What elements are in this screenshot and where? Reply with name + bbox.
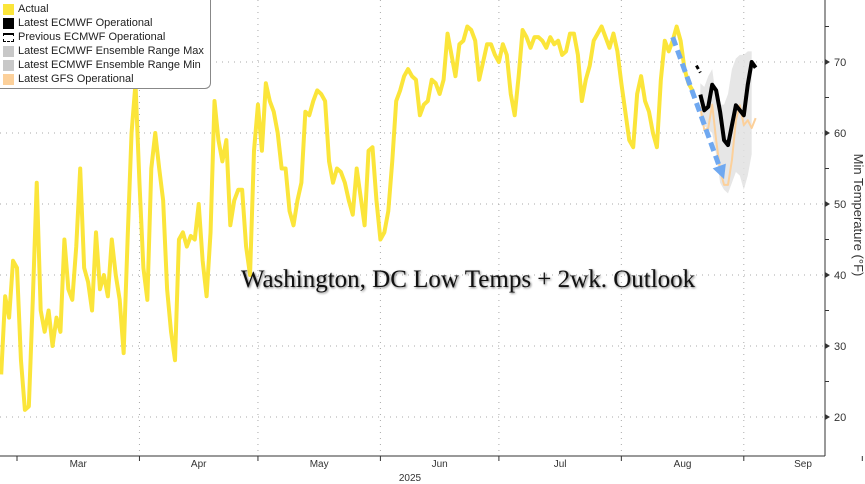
- legend-swatch: [3, 3, 14, 15]
- x-tick-label: Jul: [554, 459, 567, 470]
- series-previous-ecmwf: [695, 64, 702, 74]
- chart-title: Washington, DC Low Temps + 2wk. Outlook: [240, 266, 696, 293]
- legend-swatch: [3, 59, 14, 71]
- series-lines: [0, 24, 758, 412]
- y-tick-label: 50: [834, 199, 846, 211]
- legend-swatch: [3, 45, 14, 57]
- x-tick-label: Apr: [191, 459, 207, 470]
- y-axis-label: Min Temperature (°F): [851, 153, 865, 277]
- legend-swatch: [3, 17, 14, 29]
- legend-item-gfs: Latest GFS Operational: [3, 72, 204, 86]
- y-tick: [825, 130, 830, 136]
- x-tick-label: Sep: [794, 459, 812, 470]
- x-tick-label: May: [310, 459, 329, 470]
- y-tick: [825, 414, 830, 420]
- y-tick: [825, 201, 830, 207]
- x-tick-label: Jun: [432, 459, 448, 470]
- legend-item-latest-ecmwf: Latest ECMWF Operational: [3, 16, 204, 30]
- x-tick-label: Mar: [70, 459, 88, 470]
- series-actual: [0, 24, 695, 412]
- y-tick-label: 70: [834, 57, 846, 69]
- y-tick: [825, 343, 830, 349]
- y-tick-label: 60: [834, 128, 846, 140]
- x-axis-year-label: 2025: [399, 473, 422, 484]
- legend-swatch: [3, 73, 14, 85]
- y-tick-label: 40: [834, 270, 846, 282]
- trend-arrow-shaft: [670, 36, 724, 172]
- series-gfs: [699, 103, 757, 186]
- legend: Actual Latest ECMWF Operational Previous…: [0, 0, 211, 89]
- y-tick: [825, 59, 830, 65]
- y-tick-label: 20: [834, 412, 846, 424]
- series-latest-ecmwf: [698, 60, 758, 148]
- trend-arrow-head: [712, 163, 726, 180]
- legend-swatch: [3, 32, 14, 42]
- legend-item-ens-min: Latest ECMWF Ensemble Range Min: [3, 58, 204, 72]
- x-tick-label: Aug: [674, 459, 692, 470]
- legend-item-ens-max: Latest ECMWF Ensemble Range Max: [3, 44, 204, 58]
- legend-item-previous-ecmwf: Previous ECMWF Operational: [3, 30, 204, 44]
- y-tick-label: 30: [834, 341, 846, 353]
- y-tick: [825, 272, 830, 278]
- legend-item-actual: Actual: [3, 2, 204, 16]
